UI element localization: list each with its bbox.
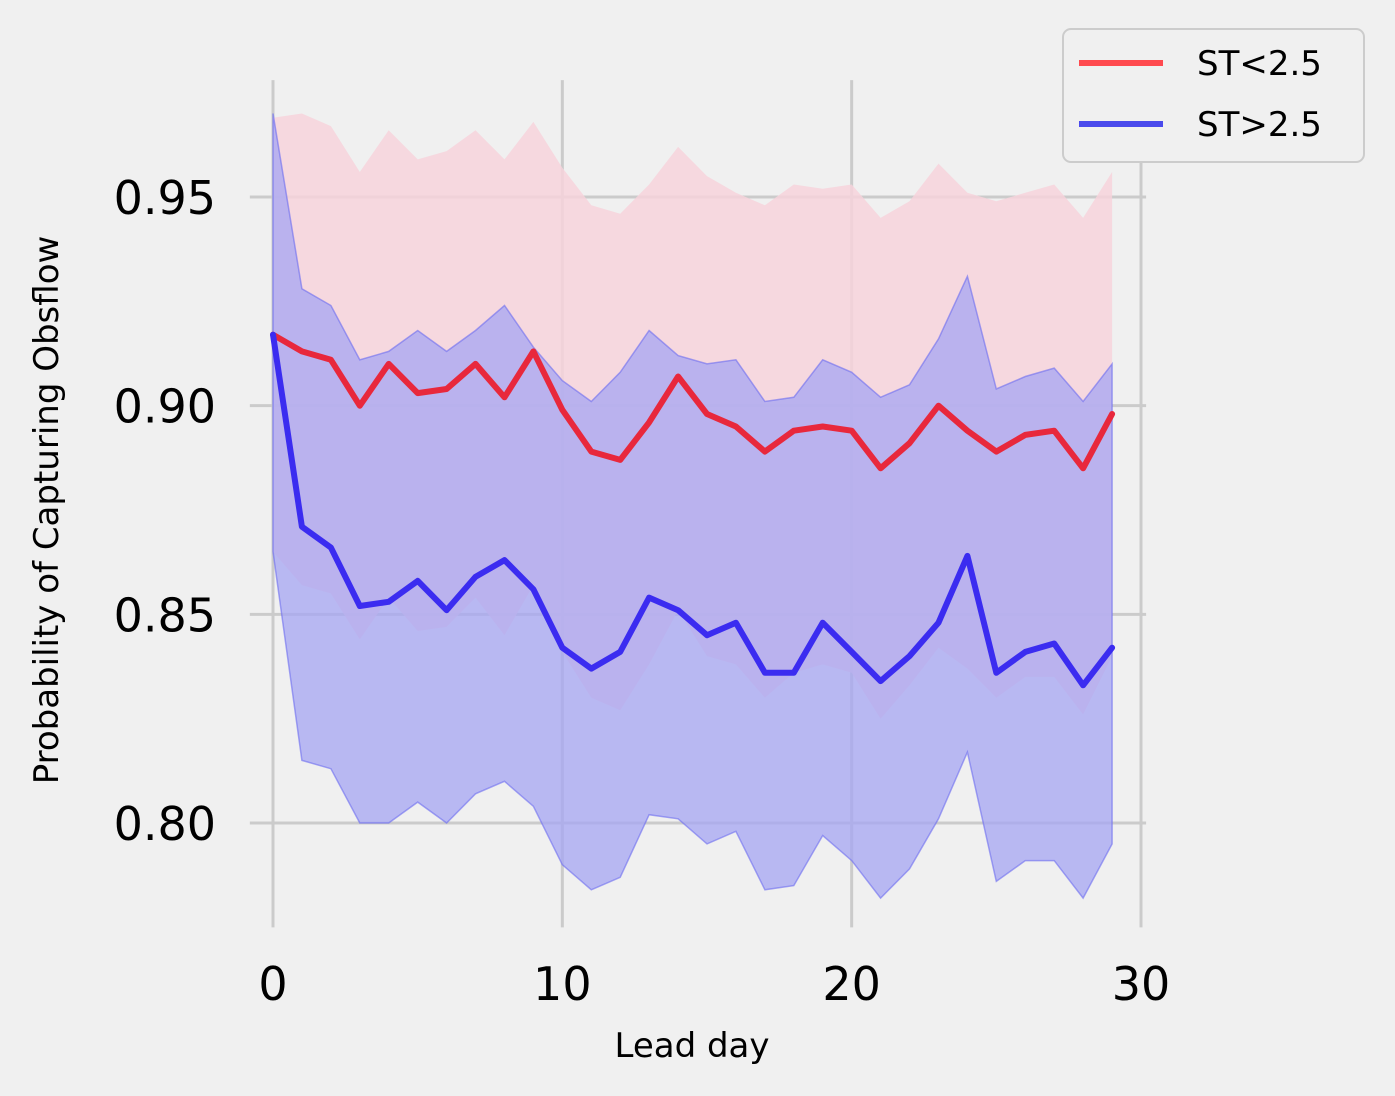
x-tick-label: 30 [1112, 957, 1171, 1011]
x-axis-label: Lead day [614, 1026, 769, 1066]
series-line-st-low [270, 331, 1116, 472]
x-tick-label: 10 [533, 957, 592, 1011]
y-tick-label: 0.80 [114, 797, 216, 851]
y-tick-label: 0.90 [114, 380, 216, 434]
y-tick-label: 0.95 [114, 171, 216, 225]
legend-label-st-low: ST<2.5 [1197, 44, 1322, 84]
y-axis-label: Probability of Capturing Obsflow [27, 236, 67, 785]
y-tick-label: 0.85 [114, 588, 216, 642]
series-lines [270, 331, 1116, 689]
series-line-st-high [270, 331, 1116, 689]
confidence-band-st-high [272, 113, 1113, 900]
legend: ST<2.5 ST>2.5 [1062, 28, 1365, 163]
tick-labels: 0 10 20 30 0.80 0.85 0.90 0.95 [114, 171, 1171, 1011]
legend-label-st-high: ST>2.5 [1197, 105, 1322, 145]
confidence-bands [272, 113, 1113, 900]
x-tick-label: 0 [258, 957, 287, 1011]
x-tick-label: 20 [822, 957, 881, 1011]
